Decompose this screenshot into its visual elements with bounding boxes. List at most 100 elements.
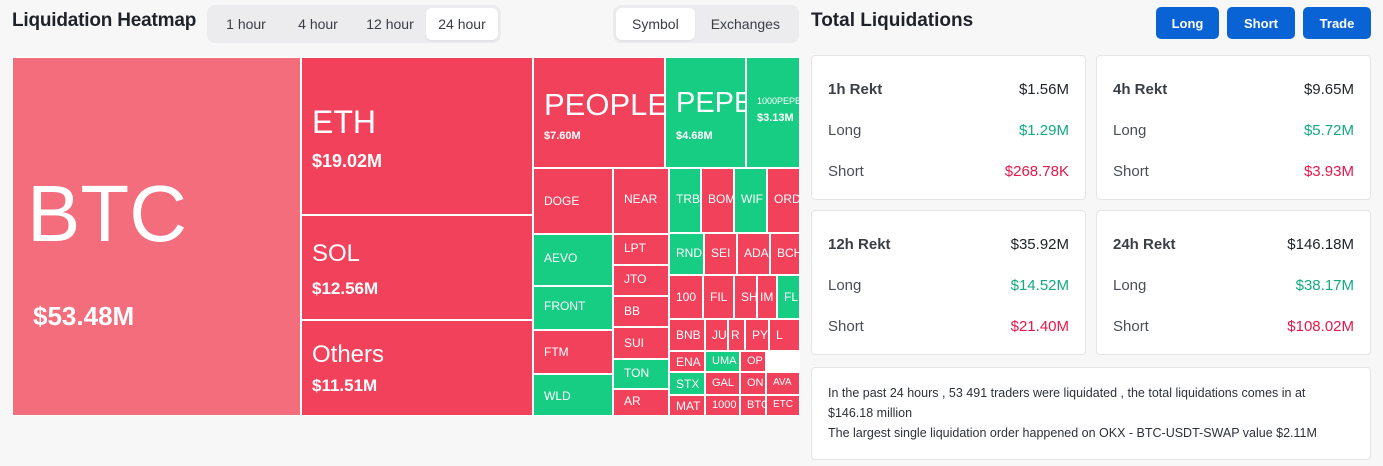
tab-4-hour[interactable]: 4 hour [298, 16, 338, 32]
heatmap-tile-aevo[interactable]: AEVO [533, 234, 613, 286]
tile-symbol: ENA [676, 355, 701, 369]
tile-symbol: BOM [708, 192, 734, 206]
heatmap-tile-op[interactable]: OP [740, 351, 766, 372]
long-value: $38.17M [1295, 277, 1354, 294]
heatmap-tile-bch[interactable]: BCH [770, 233, 800, 275]
heatmap-tile-trb[interactable]: TRB [669, 168, 701, 233]
tile-symbol: PEOPLE [544, 87, 665, 122]
heatmap-tile-sui[interactable]: SUI [613, 327, 669, 359]
tab-exchanges[interactable]: Exchanges [710, 16, 780, 32]
heatmap-tile-pepe[interactable]: PEPE $4.68M [665, 57, 746, 168]
tile-symbol: LPT [624, 241, 647, 255]
heatmap-tile-doge[interactable]: DOGE [533, 168, 613, 234]
heatmap-tile-ava[interactable]: AVA [766, 372, 800, 395]
heatmap-tile-ton[interactable]: TON [613, 359, 669, 389]
tile-value: $3.13M [757, 112, 794, 124]
long-button[interactable]: Long [1156, 7, 1219, 39]
short-label: Short [1113, 163, 1149, 180]
heatmap-tile-people[interactable]: PEOPLE $7.60M [533, 57, 665, 168]
tile-value: $7.60M [544, 130, 581, 142]
tile-symbol: AVA [773, 377, 792, 388]
tile-symbol: UMA [712, 355, 737, 367]
heatmap-tile-others[interactable]: Others $11.51M [301, 320, 533, 416]
heatmap-tile-mat[interactable]: MAT [669, 395, 705, 416]
tile-symbol: 1000 [712, 399, 737, 411]
card-title: 12h Rekt [828, 236, 891, 253]
card-title: 4h Rekt [1113, 81, 1168, 98]
summary-line-1: In the past 24 hours , 53 491 traders we… [828, 386, 1306, 420]
heatmap-tile-on[interactable]: ON [740, 372, 766, 395]
card-total: $35.92M [1010, 236, 1069, 253]
heatmap-tile-bom[interactable]: BOM [701, 168, 734, 233]
tile-symbol: BTC [27, 169, 187, 258]
heatmap-tile-gal[interactable]: GAL [705, 372, 740, 395]
heatmap-tile-uma[interactable]: UMA [705, 351, 740, 372]
heatmap-tile-l[interactable]: L [769, 319, 800, 351]
tile-value: $11.51M [312, 376, 378, 395]
tile-symbol: R [731, 328, 740, 342]
trade-button[interactable]: Trade [1303, 7, 1371, 39]
heatmap-tile-bnb[interactable]: BNB [669, 319, 705, 351]
tile-symbol: JU [712, 328, 727, 342]
tab-1-hour[interactable]: 1 hour [226, 16, 266, 32]
heatmap-tile-eth[interactable]: ETH $19.02M [301, 57, 533, 215]
short-button[interactable]: Short [1227, 7, 1295, 39]
heatmap-tile-btc[interactable]: BTC $53.48M [12, 57, 301, 416]
heatmap-tile-1000pepe[interactable]: 1000PEPE $3.13M [746, 57, 800, 168]
short-label: Short [1113, 318, 1149, 335]
summary-line-2: The largest single liquidation order hap… [828, 426, 1317, 440]
tile-symbol: ETH [312, 104, 376, 140]
heatmap-tile-ftm[interactable]: FTM [533, 330, 613, 374]
tile-symbol: FRONT [544, 299, 586, 313]
heatmap-tile-ju[interactable]: JU [705, 319, 728, 351]
heatmap-tile-wif[interactable]: WIF [734, 168, 767, 233]
heatmap-tile-sol[interactable]: SOL $12.56M [301, 215, 533, 320]
heatmap-tile-r[interactable]: R [728, 319, 745, 351]
heatmap-tile-fil[interactable]: FIL [703, 275, 734, 319]
heatmap-tile-near[interactable]: NEAR [613, 168, 669, 234]
heatmap-tile-rnd[interactable]: RND [669, 233, 704, 275]
tile-symbol: IM [760, 290, 774, 304]
tile-symbol: SEI [711, 246, 731, 260]
tile-symbol: AR [624, 394, 641, 408]
tile-symbol: DOGE [544, 194, 580, 208]
card-title: 1h Rekt [828, 81, 883, 98]
heatmap-tile-sei[interactable]: SEI [704, 233, 737, 275]
heatmap-tile-front[interactable]: FRONT [533, 286, 613, 330]
heatmap-tile-ada[interactable]: ADA [737, 233, 770, 275]
tile-symbol: FTM [544, 345, 569, 359]
short-value: $21.40M [1010, 318, 1069, 335]
tile-value: $12.56M [312, 279, 379, 298]
heatmap-tile-100[interactable]: 100 [669, 275, 703, 319]
heatmap-tile-lpt[interactable]: LPT [613, 234, 669, 265]
heatmap-tile-py[interactable]: PY [745, 319, 769, 351]
tab-24-hour[interactable]: 24 hour [426, 8, 498, 40]
heatmap-tile-im[interactable]: IM [757, 275, 777, 319]
heatmap-tile-btc-small[interactable]: BTC [740, 395, 766, 416]
long-value: $14.52M [1010, 277, 1069, 294]
tile-symbol: FL [784, 290, 799, 304]
heatmap-tile-ena[interactable]: ENA [669, 351, 705, 372]
heatmap-tile-1000[interactable]: 1000 [705, 395, 740, 416]
tile-value: $4.68M [676, 130, 713, 142]
heatmap-tile-sh[interactable]: SH [734, 275, 757, 319]
tile-symbol: TON [624, 366, 650, 380]
tile-value: $19.02M [312, 151, 383, 171]
heatmap-tile-wld[interactable]: WLD [533, 374, 613, 416]
rekt-card-12h: 12h Rekt $35.92M Long $14.52M Short $21.40M [811, 210, 1086, 355]
tile-symbol: Others [312, 341, 385, 368]
tile-symbol: WIF [741, 192, 763, 206]
heatmap-tile-stx[interactable]: STX [669, 372, 705, 395]
heatmap-tile-ar[interactable]: AR [613, 389, 669, 416]
short-label: Short [828, 163, 864, 180]
tile-symbol: ETC [773, 399, 793, 410]
heatmap-tile-bb[interactable]: BB [613, 296, 669, 327]
tab-12-hour[interactable]: 12 hour [366, 16, 414, 32]
heatmap-tile-fl[interactable]: FL [777, 275, 800, 319]
tile-symbol: SOL [312, 240, 361, 267]
heatmap-tile-etc[interactable]: ETC [766, 395, 800, 416]
heatmap-tile-ord[interactable]: ORD [767, 168, 800, 233]
tile-symbol: TRB [676, 192, 700, 206]
tab-symbol[interactable]: Symbol [616, 8, 695, 40]
heatmap-tile-jto[interactable]: JTO [613, 265, 669, 296]
